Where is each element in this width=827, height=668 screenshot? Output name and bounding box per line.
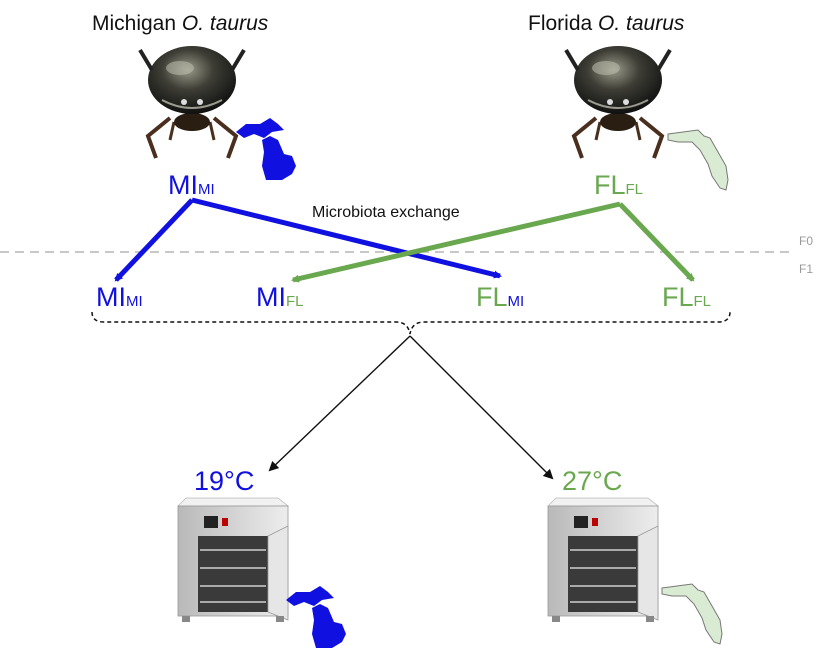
offspring-flmi-sub: MI — [507, 293, 525, 310]
parent-fl-sub: FL — [625, 181, 644, 198]
offspring-flmi-label: FLMI — [476, 284, 524, 311]
to-cold-arrow — [268, 335, 411, 472]
temperature-warm-label: 27°C — [562, 466, 623, 496]
michigan-title: Michigan O. taurus — [92, 12, 268, 36]
offspring-mifl-sub: FL — [286, 293, 304, 310]
parent-fl-main: FL — [594, 170, 626, 200]
parent-fl-label: FLFL — [594, 172, 643, 199]
offspring-mifl-label: MIFL — [256, 284, 304, 311]
offspring-mimi-label: MIMI — [96, 284, 143, 311]
michigan-map-icon — [236, 118, 296, 180]
florida-title-species: O. taurus — [598, 12, 685, 35]
fl-to-mifl-arrow — [291, 201, 621, 283]
florida-map-warm-icon — [661, 583, 723, 645]
incubator-warm-icon — [547, 497, 660, 622]
florida-title-prefix: Florida — [528, 12, 599, 35]
offspring-mifl-main: MI — [256, 282, 286, 312]
offspring-flmi-main: FL — [476, 282, 508, 312]
florida-title: Florida O. taurus — [528, 12, 684, 36]
parent-mi-label: MIMI — [168, 172, 215, 199]
temperature-cold-label: 19°C — [194, 466, 255, 496]
mi-to-flmi-arrow — [191, 197, 502, 279]
fl-to-flfl-arrow — [618, 202, 695, 282]
florida-beetle-icon — [564, 46, 672, 159]
parent-mi-sub: MI — [198, 181, 215, 198]
mi-to-mimi-arrow — [114, 198, 194, 282]
parent-mi-main: MI — [168, 170, 198, 200]
michigan-beetle-icon — [138, 46, 246, 159]
microbiota-exchange-label: Microbiota exchange — [310, 204, 462, 222]
offspring-flfl-sub: FL — [693, 293, 712, 310]
florida-map-icon — [667, 129, 729, 191]
generation-f0-label: F0 — [799, 234, 814, 248]
michigan-title-species: O. taurus — [181, 12, 269, 35]
offspring-flfl-label: FLFL — [662, 284, 711, 311]
generation-f1-label: F1 — [799, 262, 814, 276]
michigan-map-cold-icon — [286, 586, 346, 648]
offspring-brace — [91, 311, 731, 335]
michigan-title-prefix: Michigan — [92, 12, 182, 35]
to-warm-arrow — [409, 335, 554, 480]
offspring-flfl-main: FL — [662, 282, 694, 312]
offspring-mimi-main: MI — [96, 282, 126, 312]
offspring-mimi-sub: MI — [126, 293, 143, 310]
incubator-cold-icon — [177, 497, 290, 622]
